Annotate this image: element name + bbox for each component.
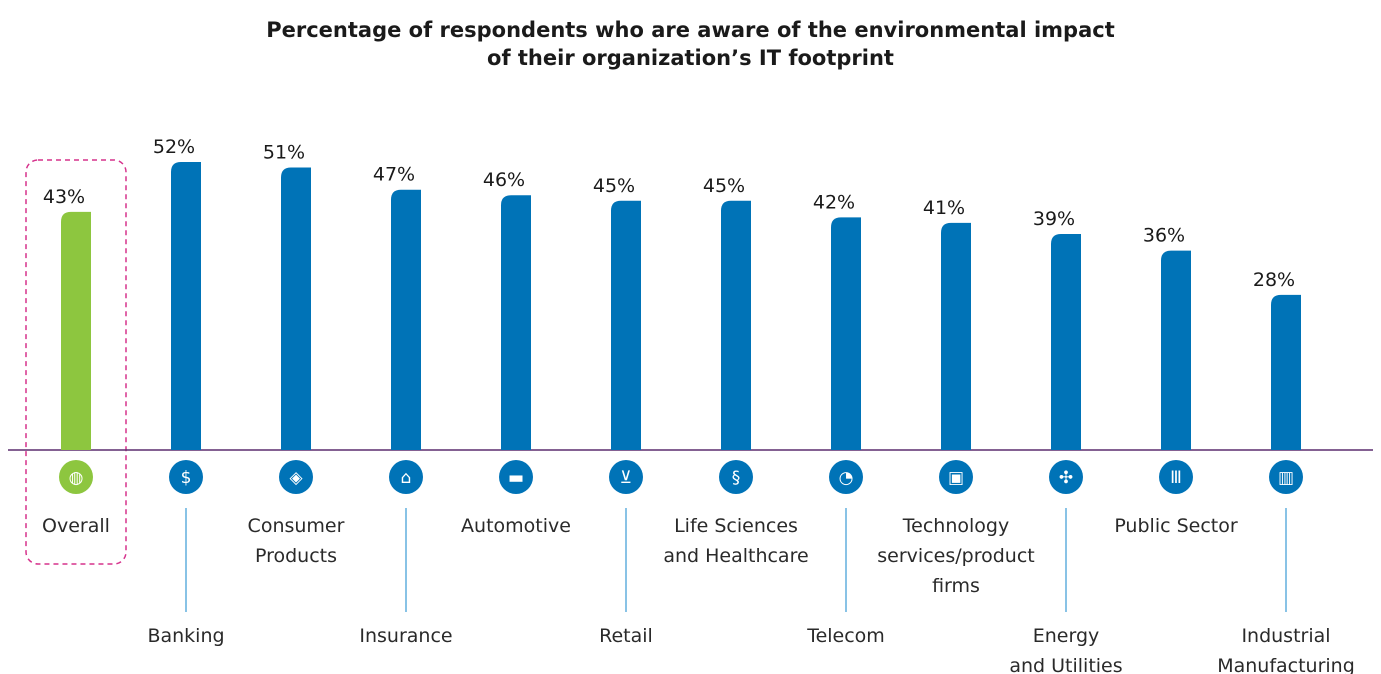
factory-icon-glyph: ▥ — [1278, 468, 1294, 488]
bar-energy-utilities — [1051, 234, 1081, 450]
bar-overall — [61, 211, 91, 450]
satellite-dish-icon — [829, 460, 863, 494]
cart-icon-glyph: ⊻ — [620, 468, 632, 488]
category-label-consumer-products: Consumer Products — [248, 515, 345, 567]
value-label-overall: 43% — [43, 186, 85, 208]
category-label-retail: Retail — [599, 625, 653, 647]
category-label-banking: Banking — [147, 625, 224, 647]
cart-icon — [609, 460, 643, 494]
category-label-automotive: Automotive — [461, 515, 571, 537]
category-label-telecom: Telecom — [806, 625, 885, 647]
category-label-line: Insurance — [359, 625, 452, 647]
category-label-public-sector: Public Sector — [1114, 515, 1238, 537]
bar-technology-services — [941, 222, 971, 450]
category-label-line: Products — [255, 545, 337, 567]
highlight-box — [25, 159, 127, 565]
value-label-retail: 45% — [593, 175, 635, 197]
bar-industrial-manufacturing — [1271, 294, 1301, 450]
category-label-insurance: Insurance — [359, 625, 452, 647]
category-label-overall: Overall — [42, 515, 110, 537]
dna-icon — [719, 460, 753, 494]
tag-icon-glyph: ◈ — [289, 468, 303, 488]
chart-title: Percentage of respondents who are aware … — [0, 16, 1381, 72]
bar-retail — [611, 200, 641, 450]
category-label-line: Manufacturing — [1217, 655, 1355, 674]
dna-icon-glyph: § — [732, 468, 741, 488]
category-label-line: services/product — [877, 545, 1034, 567]
value-label-insurance: 47% — [373, 164, 415, 186]
category-label-industrial-manufacturing: Industrial Manufacturing — [1217, 625, 1355, 674]
house-hands-icon-glyph: ⌂ — [401, 468, 412, 488]
category-label-line: Retail — [599, 625, 653, 647]
chart-title-line-1: Percentage of respondents who are aware … — [266, 18, 1115, 42]
category-label-line: Telecom — [806, 625, 885, 647]
bar-public-sector — [1161, 250, 1191, 450]
category-label-line: Consumer — [248, 515, 345, 537]
chart-title-line-2: of their organization’s IT footprint — [487, 46, 894, 70]
chip-icon — [939, 460, 973, 494]
value-label-public-sector: 36% — [1143, 225, 1185, 247]
category-label-line: Life Sciences — [674, 515, 798, 537]
category-label-life-sciences-healthcare: Life Sciences and Healthcare — [663, 515, 808, 567]
value-label-banking: 52% — [153, 136, 195, 158]
category-label-line: Technology — [902, 515, 1009, 537]
wind-turbine-icon — [1049, 460, 1083, 494]
value-label-industrial-manufacturing: 28% — [1253, 269, 1295, 291]
category-label-line: Banking — [147, 625, 224, 647]
chip-icon-glyph: ▣ — [948, 468, 964, 488]
bar-life-sciences-healthcare — [721, 200, 751, 450]
tag-icon — [279, 460, 313, 494]
factory-icon — [1269, 460, 1303, 494]
car-icon-glyph: ▬ — [508, 468, 524, 488]
satellite-dish-icon-glyph: ◔ — [839, 468, 854, 488]
value-label-technology-services: 41% — [923, 197, 965, 219]
category-label-line: Overall — [42, 515, 110, 537]
value-label-life-sciences-healthcare: 45% — [703, 175, 745, 197]
government-building-icon-glyph: Ⅲ — [1170, 468, 1182, 488]
category-label-technology-services: Technology services/product firms — [877, 515, 1034, 597]
wind-turbine-icon-glyph: ✣ — [1059, 468, 1073, 488]
category-label-line: firms — [932, 575, 980, 597]
value-label-energy-utilities: 39% — [1033, 208, 1075, 230]
value-label-telecom: 42% — [813, 191, 855, 213]
house-hands-icon — [389, 460, 423, 494]
bar-telecom — [831, 217, 861, 450]
category-label-line: Automotive — [461, 515, 571, 537]
bank-icon — [169, 460, 203, 494]
category-label-line: Industrial — [1241, 625, 1330, 647]
category-label-line: Energy — [1033, 625, 1100, 647]
globe-icon — [59, 460, 93, 494]
bar-insurance — [391, 189, 421, 450]
category-label-line: and Utilities — [1009, 655, 1122, 674]
category-label-energy-utilities: Energy and Utilities — [1009, 625, 1122, 674]
bar-banking — [171, 162, 201, 450]
globe-icon-glyph: ◍ — [69, 468, 84, 488]
value-label-consumer-products: 51% — [263, 142, 305, 164]
category-label-line: Public Sector — [1114, 515, 1238, 537]
car-icon — [499, 460, 533, 494]
government-building-icon — [1159, 460, 1193, 494]
bar-consumer-products — [281, 167, 311, 451]
value-label-automotive: 46% — [483, 169, 525, 191]
bar-automotive — [501, 195, 531, 450]
bank-icon-glyph: $ — [181, 468, 192, 488]
category-label-line: and Healthcare — [663, 545, 808, 567]
